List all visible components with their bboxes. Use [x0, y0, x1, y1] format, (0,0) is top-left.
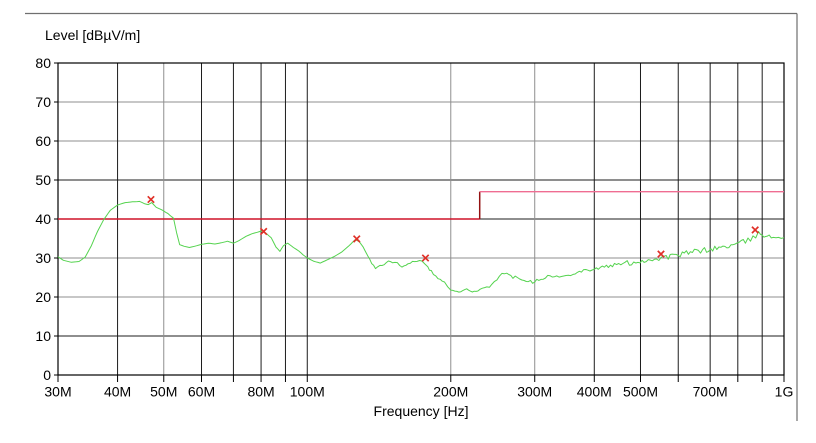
x-tick-label: 50M: [150, 383, 177, 399]
marker-stroke: [657, 250, 665, 258]
violation-marker-x: [352, 235, 361, 243]
x-tick-label: 40M: [104, 383, 131, 399]
x-tick-label: 500M: [623, 383, 658, 399]
y-tick-label: 10: [35, 328, 51, 344]
marker-stroke: [352, 235, 361, 243]
x-tick-label: 300M: [517, 383, 552, 399]
violation-marker-x: [259, 227, 268, 236]
marker-stroke: [147, 195, 155, 204]
x-tick-label: 100M: [290, 383, 325, 399]
marker-stroke: [751, 226, 759, 234]
marker-stroke: [421, 254, 430, 262]
y-tick-label: 0: [43, 367, 51, 383]
measurement-trace: [57, 200, 785, 293]
x-tick-label: 700M: [693, 383, 728, 399]
y-tick-label: 50: [35, 172, 51, 188]
frequency-axis-title: Frequency [Hz]: [373, 403, 469, 419]
x-tick-label: 200M: [433, 383, 468, 399]
y-tick-label: 60: [35, 133, 51, 149]
y-tick-label: 30: [35, 250, 51, 266]
y-tick-label: 80: [35, 55, 51, 71]
x-tick-label: 400M: [577, 383, 612, 399]
y-tick-label: 70: [35, 94, 51, 110]
violation-marker-x: [751, 226, 759, 234]
marker-stroke: [259, 227, 268, 236]
x-tick-label: 1G: [775, 383, 794, 399]
x-tick-label: 60M: [188, 383, 215, 399]
violation-marker-x: [657, 250, 665, 258]
level-axis-title: Level [dBµV/m]: [45, 27, 141, 43]
violation-marker-x: [147, 195, 155, 204]
y-tick-label: 20: [35, 289, 51, 305]
x-tick-label: 80M: [247, 383, 274, 399]
x-tick-label: 30M: [44, 383, 71, 399]
y-tick-label: 40: [35, 211, 51, 227]
violation-marker-x: [421, 254, 430, 262]
